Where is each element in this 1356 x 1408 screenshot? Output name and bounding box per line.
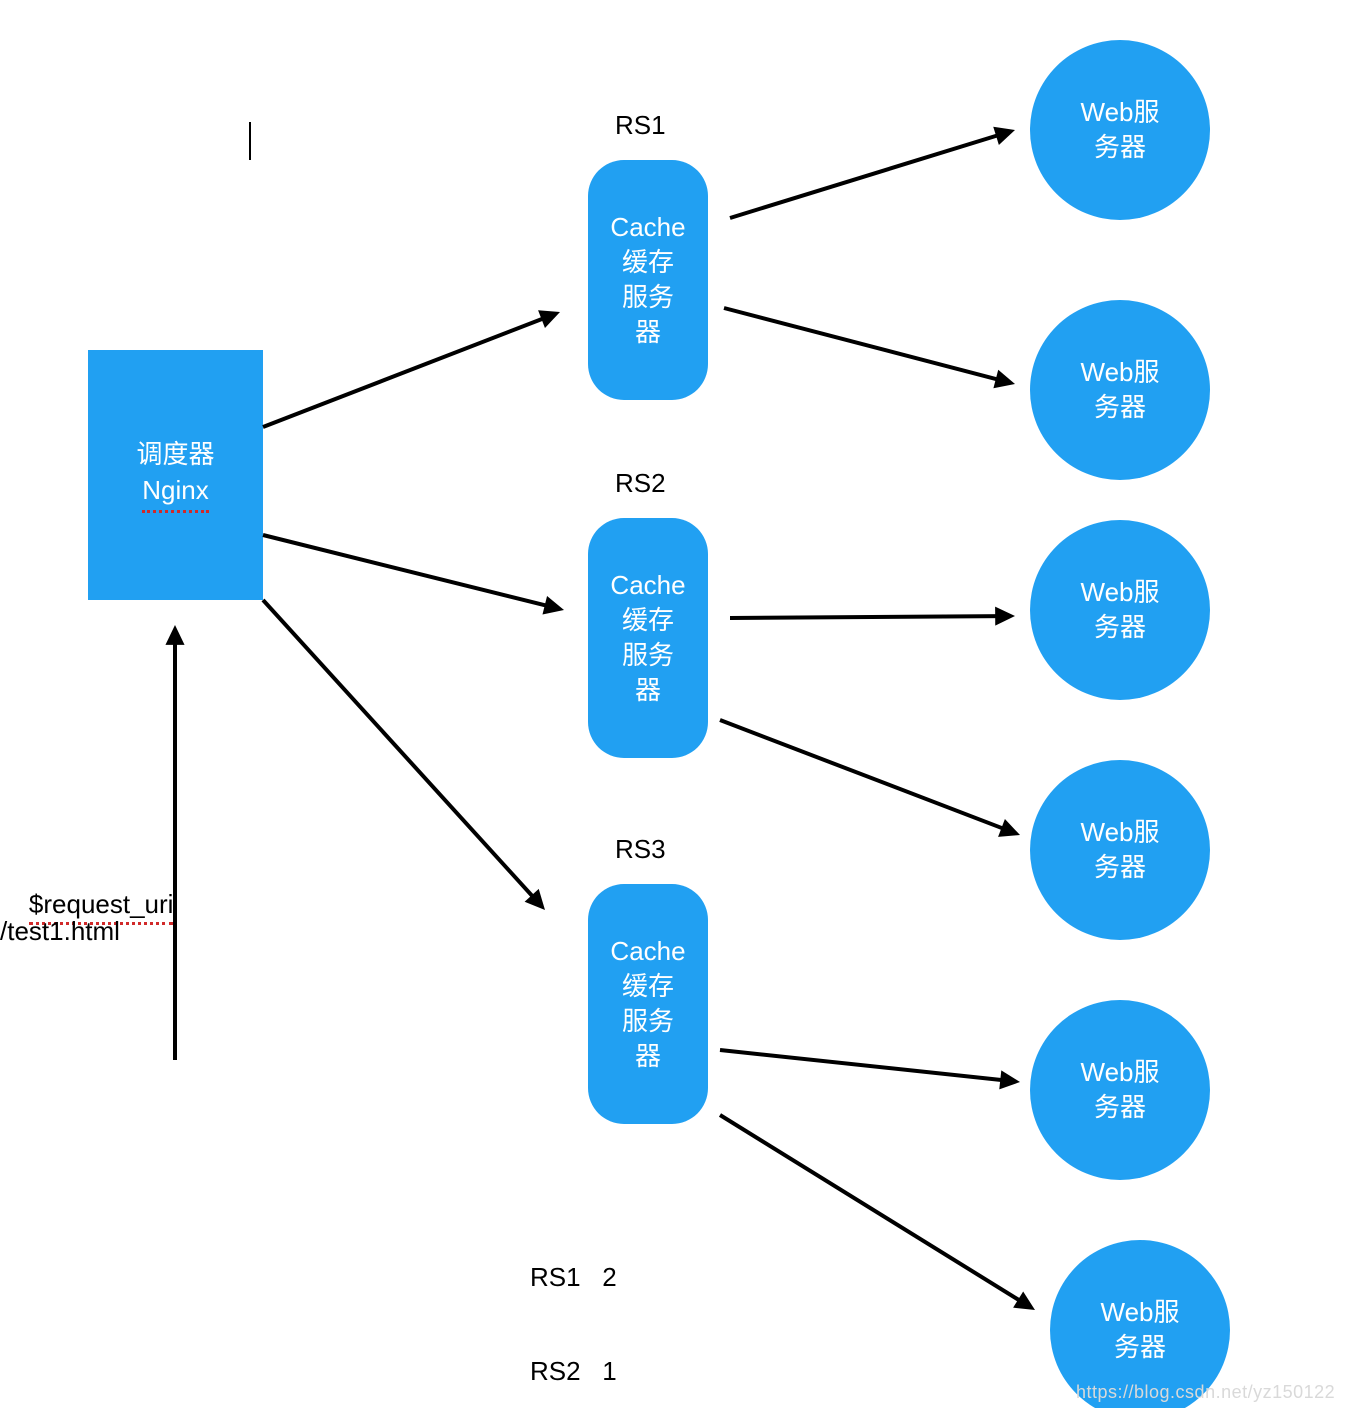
nginx-node: 调度器 Nginx bbox=[88, 350, 263, 600]
cache1-l2: 缓存 bbox=[622, 245, 674, 280]
nginx-line1: 调度器 bbox=[136, 437, 214, 472]
cache2-l3: 服务 bbox=[622, 638, 674, 673]
web5-l1: Web服 bbox=[1081, 1055, 1160, 1090]
summary-row-2: RS2 1 bbox=[530, 1356, 617, 1387]
watermark: https://blog.csdn.net/yz150122 bbox=[1076, 1382, 1335, 1403]
summary-r1-value: 2 bbox=[602, 1262, 616, 1292]
rs2-label: RS2 bbox=[615, 468, 666, 499]
cache3-l2: 缓存 bbox=[622, 969, 674, 1004]
web3-node: Web服 务器 bbox=[1030, 520, 1210, 700]
cache2-l4: 器 bbox=[635, 673, 661, 708]
cache3-l1: Cache bbox=[610, 934, 685, 969]
summary-r1-label: RS1 bbox=[530, 1262, 581, 1292]
cache3-l3: 服务 bbox=[622, 1004, 674, 1039]
cache3-l4: 器 bbox=[635, 1039, 661, 1074]
summary-r2-label: RS2 bbox=[530, 1356, 581, 1386]
diagram-stage: 调度器 Nginx RS1 RS2 RS3 Cache 缓存 服务 器 Cach… bbox=[0, 0, 1356, 1408]
cache1-l4: 器 bbox=[635, 315, 661, 350]
web4-l2: 务器 bbox=[1094, 850, 1146, 885]
rs1-label: RS1 bbox=[615, 110, 666, 141]
test1-label: /test1.html bbox=[0, 916, 120, 947]
web1-node: Web服 务器 bbox=[1030, 40, 1210, 220]
web5-l2: 务器 bbox=[1094, 1090, 1146, 1125]
cache1-l1: Cache bbox=[610, 210, 685, 245]
cache2-node: Cache 缓存 服务 器 bbox=[588, 518, 708, 758]
web6-l2: 务器 bbox=[1114, 1330, 1166, 1365]
web3-l1: Web服 bbox=[1081, 575, 1160, 610]
cache1-l3: 服务 bbox=[622, 280, 674, 315]
text-cursor bbox=[249, 122, 251, 160]
summary-block: RS1 2 RS2 1 RS3 3 bbox=[530, 1200, 617, 1408]
summary-r2-value: 1 bbox=[602, 1356, 616, 1386]
rs3-label: RS3 bbox=[615, 834, 666, 865]
web6-l1: Web服 bbox=[1101, 1295, 1180, 1330]
cache3-node: Cache 缓存 服务 器 bbox=[588, 884, 708, 1124]
web2-l2: 务器 bbox=[1094, 390, 1146, 425]
web5-node: Web服 务器 bbox=[1030, 1000, 1210, 1180]
web4-node: Web服 务器 bbox=[1030, 760, 1210, 940]
nginx-line2: Nginx bbox=[142, 473, 208, 513]
web2-l1: Web服 bbox=[1081, 355, 1160, 390]
web1-l1: Web服 bbox=[1081, 95, 1160, 130]
summary-row-1: RS1 2 bbox=[530, 1262, 617, 1293]
web4-l1: Web服 bbox=[1081, 815, 1160, 850]
cache2-l2: 缓存 bbox=[622, 603, 674, 638]
web1-l2: 务器 bbox=[1094, 130, 1146, 165]
web3-l2: 务器 bbox=[1094, 610, 1146, 645]
web2-node: Web服 务器 bbox=[1030, 300, 1210, 480]
cache1-node: Cache 缓存 服务 器 bbox=[588, 160, 708, 400]
cache2-l1: Cache bbox=[610, 568, 685, 603]
